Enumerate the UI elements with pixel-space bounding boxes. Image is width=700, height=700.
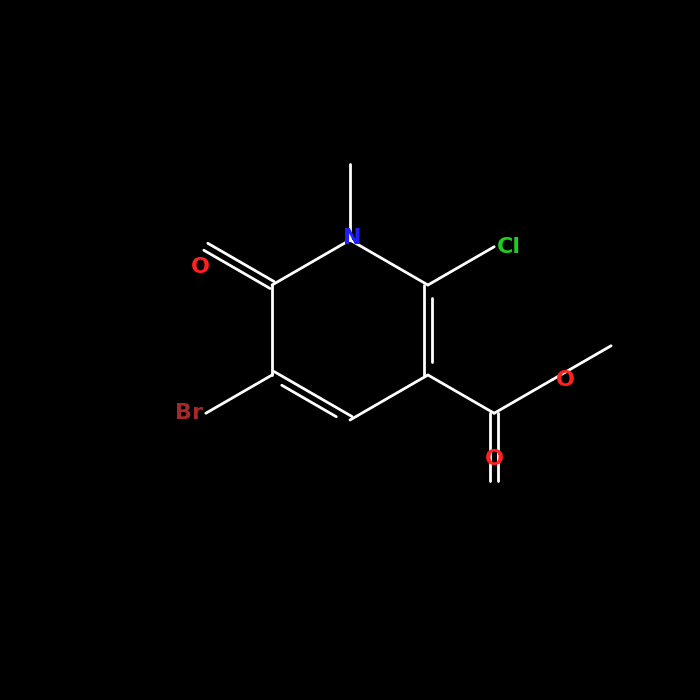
Text: N: N xyxy=(343,228,361,248)
Text: O: O xyxy=(191,257,210,276)
Text: O: O xyxy=(556,370,575,389)
Text: O: O xyxy=(484,449,504,469)
Text: Cl: Cl xyxy=(497,237,522,257)
Text: Br: Br xyxy=(175,403,203,424)
